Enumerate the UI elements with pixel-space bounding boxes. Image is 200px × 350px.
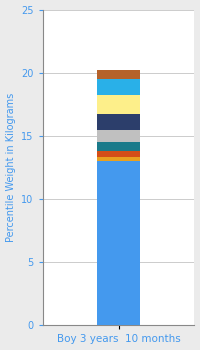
Bar [97,70,140,79]
Bar [97,161,140,326]
Bar [97,142,140,151]
Bar [97,96,140,114]
Bar [97,151,140,158]
Bar [97,79,140,96]
Bar [97,130,140,142]
Bar [97,114,140,130]
Bar [97,158,140,161]
Y-axis label: Percentile Weight in Kilograms: Percentile Weight in Kilograms [6,93,16,242]
